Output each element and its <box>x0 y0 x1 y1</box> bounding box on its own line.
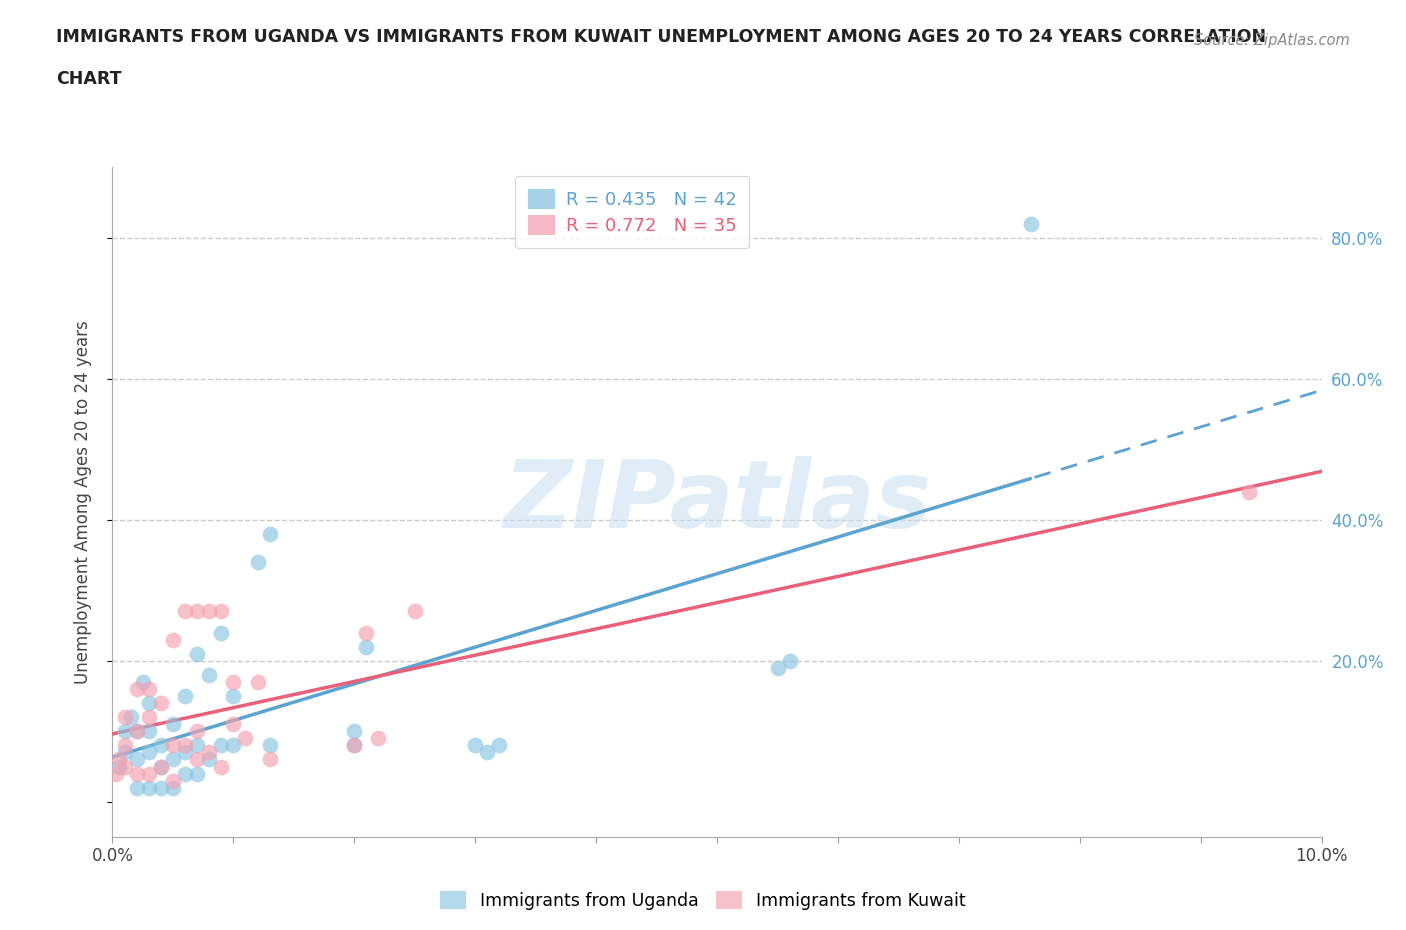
Legend: R = 0.435   N = 42, R = 0.772   N = 35: R = 0.435 N = 42, R = 0.772 N = 35 <box>516 177 749 247</box>
Point <box>120 710 142 724</box>
Point <box>209 604 232 618</box>
Point <box>149 759 172 774</box>
Point <box>404 604 426 618</box>
Point <box>766 660 789 675</box>
Point <box>367 731 389 746</box>
Point <box>162 773 184 788</box>
Point <box>162 780 184 795</box>
Point <box>779 654 801 669</box>
Point <box>222 688 245 703</box>
Text: ZIPatlas: ZIPatlas <box>503 457 931 548</box>
Point <box>162 632 184 647</box>
Point <box>114 724 136 738</box>
Point <box>246 554 269 569</box>
Point <box>235 731 257 746</box>
Point <box>1237 485 1260 499</box>
Point <box>246 674 269 689</box>
Point <box>464 737 486 752</box>
Point <box>125 780 148 795</box>
Point <box>209 625 232 640</box>
Point <box>162 737 184 752</box>
Point <box>125 724 148 738</box>
Point <box>186 724 208 738</box>
Point <box>186 737 208 752</box>
Point <box>162 717 184 732</box>
Point <box>198 745 221 760</box>
Point <box>162 752 184 767</box>
Point <box>125 752 148 767</box>
Point <box>138 780 160 795</box>
Point <box>174 737 197 752</box>
Point <box>125 724 148 738</box>
Point <box>174 688 197 703</box>
Point <box>107 752 129 767</box>
Point <box>138 745 160 760</box>
Point <box>198 604 221 618</box>
Point <box>149 759 172 774</box>
Point <box>1021 217 1043 232</box>
Point <box>114 759 136 774</box>
Text: Source: ZipAtlas.com: Source: ZipAtlas.com <box>1194 33 1350 47</box>
Point <box>114 710 136 724</box>
Point <box>114 745 136 760</box>
Point <box>132 674 155 689</box>
Point <box>198 752 221 767</box>
Point <box>209 737 232 752</box>
Point <box>343 737 366 752</box>
Point <box>107 759 129 774</box>
Point <box>186 646 208 661</box>
Point <box>149 780 172 795</box>
Point <box>186 752 208 767</box>
Point <box>138 710 160 724</box>
Point <box>198 668 221 683</box>
Point <box>174 745 197 760</box>
Point <box>222 674 245 689</box>
Point <box>149 696 172 711</box>
Point <box>138 766 160 781</box>
Point <box>356 625 378 640</box>
Point <box>477 745 499 760</box>
Point <box>488 737 510 752</box>
Point <box>209 759 232 774</box>
Point <box>259 526 281 541</box>
Point <box>186 604 208 618</box>
Legend: Immigrants from Uganda, Immigrants from Kuwait: Immigrants from Uganda, Immigrants from … <box>433 884 973 917</box>
Point <box>356 639 378 654</box>
Point <box>259 737 281 752</box>
Text: CHART: CHART <box>56 70 122 87</box>
Point <box>174 604 197 618</box>
Point <box>174 766 197 781</box>
Point <box>222 717 245 732</box>
Point <box>149 737 172 752</box>
Text: IMMIGRANTS FROM UGANDA VS IMMIGRANTS FROM KUWAIT UNEMPLOYMENT AMONG AGES 20 TO 2: IMMIGRANTS FROM UGANDA VS IMMIGRANTS FRO… <box>56 28 1267 46</box>
Point <box>343 724 366 738</box>
Point <box>343 737 366 752</box>
Point <box>138 724 160 738</box>
Point <box>125 766 148 781</box>
Y-axis label: Unemployment Among Ages 20 to 24 years: Unemployment Among Ages 20 to 24 years <box>73 320 91 684</box>
Point <box>186 766 208 781</box>
Point <box>138 682 160 697</box>
Point <box>222 737 245 752</box>
Point <box>138 696 160 711</box>
Point <box>105 766 128 781</box>
Point <box>125 682 148 697</box>
Point <box>114 737 136 752</box>
Point <box>259 752 281 767</box>
